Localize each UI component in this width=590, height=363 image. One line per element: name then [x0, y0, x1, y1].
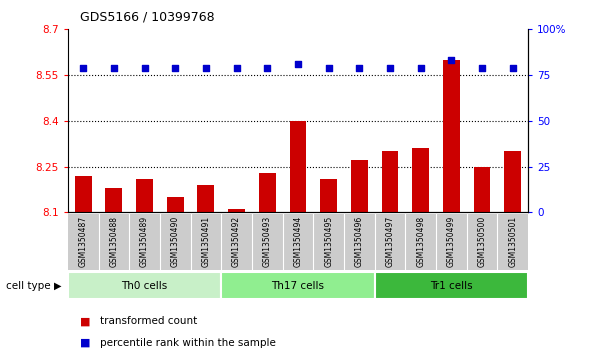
Bar [75, 176, 91, 212]
Text: GSM1350492: GSM1350492 [232, 216, 241, 267]
Bar [320, 179, 337, 212]
Point [78, 65, 88, 70]
Bar [504, 151, 521, 212]
Bar [221, 272, 375, 299]
Text: GSM1350496: GSM1350496 [355, 216, 364, 267]
Bar [290, 121, 306, 212]
Text: GSM1350491: GSM1350491 [201, 216, 211, 267]
Text: GSM1350501: GSM1350501 [508, 216, 517, 267]
Bar [136, 179, 153, 212]
Point [263, 65, 272, 70]
Bar [198, 185, 214, 212]
Text: GSM1350497: GSM1350497 [385, 216, 395, 267]
Point [416, 65, 425, 70]
Text: Th17 cells: Th17 cells [271, 281, 325, 291]
Bar [351, 160, 368, 212]
Point [171, 65, 180, 70]
Point [385, 65, 395, 70]
Text: GSM1350495: GSM1350495 [324, 216, 333, 267]
Point [508, 65, 517, 70]
Bar [167, 197, 183, 212]
Bar [443, 60, 460, 212]
Point [477, 65, 487, 70]
Text: GSM1350493: GSM1350493 [263, 216, 272, 267]
Text: Tr1 cells: Tr1 cells [430, 281, 473, 291]
Point [447, 57, 456, 63]
Text: cell type: cell type [6, 281, 51, 291]
Bar [474, 167, 490, 212]
Bar [259, 173, 276, 212]
Bar [68, 272, 221, 299]
Text: ■: ■ [80, 338, 90, 348]
Point [232, 65, 241, 70]
Text: GSM1350500: GSM1350500 [477, 216, 487, 267]
Text: transformed count: transformed count [100, 316, 198, 326]
Text: GSM1350487: GSM1350487 [78, 216, 88, 267]
Text: GSM1350490: GSM1350490 [171, 216, 180, 267]
Text: GSM1350488: GSM1350488 [109, 216, 119, 267]
Bar [382, 151, 398, 212]
Text: GSM1350499: GSM1350499 [447, 216, 456, 267]
Text: Th0 cells: Th0 cells [122, 281, 168, 291]
Text: GDS5166 / 10399768: GDS5166 / 10399768 [80, 11, 214, 24]
Text: ▶: ▶ [54, 281, 62, 291]
Text: GSM1350498: GSM1350498 [416, 216, 425, 267]
Point [140, 65, 149, 70]
Bar [228, 209, 245, 212]
Bar [106, 188, 122, 212]
Bar [412, 148, 429, 212]
Text: percentile rank within the sample: percentile rank within the sample [100, 338, 276, 348]
Text: GSM1350489: GSM1350489 [140, 216, 149, 267]
Point [324, 65, 333, 70]
Point [109, 65, 119, 70]
Point [355, 65, 364, 70]
Point [293, 61, 303, 67]
Text: ■: ■ [80, 316, 90, 326]
Text: GSM1350494: GSM1350494 [293, 216, 303, 267]
Bar [375, 272, 528, 299]
Point [201, 65, 211, 70]
